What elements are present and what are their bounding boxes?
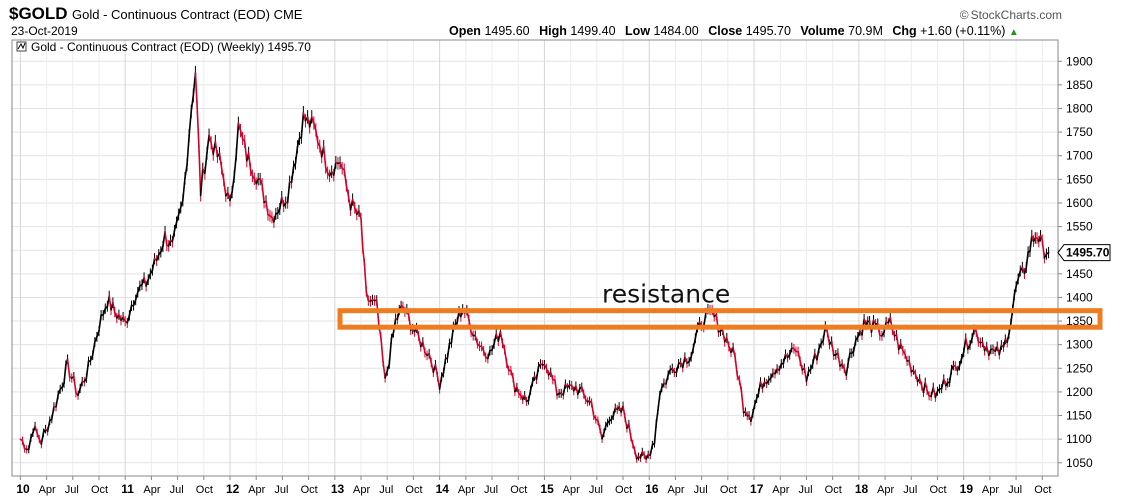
- x-tick-label: Apr: [353, 484, 370, 496]
- y-tick-label: 1450: [1066, 267, 1093, 281]
- y-tick-label: 1350: [1066, 314, 1093, 328]
- x-tick-label: Oct: [1034, 484, 1051, 496]
- x-tick-label: 16: [645, 482, 659, 496]
- x-tick-label: Oct: [301, 484, 318, 496]
- x-tick-label: Oct: [825, 484, 842, 496]
- x-tick-label: Jul: [65, 484, 79, 496]
- x-tick-label: Jul: [379, 484, 393, 496]
- copyright-icon: ©: [959, 8, 969, 22]
- instrument-description: Gold - Continuous Contract (EOD) CME: [72, 7, 303, 22]
- legend-swatch: [16, 41, 27, 52]
- x-tick-label: Oct: [929, 484, 946, 496]
- x-tick-label: Jul: [484, 484, 498, 496]
- x-tick-label: Jul: [798, 484, 812, 496]
- y-tick-label: 1150: [1066, 409, 1092, 423]
- x-tick-label: 13: [331, 482, 345, 496]
- volume-value: 70.9M: [848, 24, 883, 38]
- high-value: 1499.40: [570, 24, 616, 38]
- price-series: [19, 65, 1050, 464]
- x-tick-label: Oct: [405, 484, 422, 496]
- x-tick-label: Apr: [772, 484, 789, 496]
- legend: Gold - Continuous Contract (EOD) (Weekly…: [16, 40, 311, 54]
- brand-name: StockCharts.com: [970, 8, 1062, 22]
- ticker-symbol: $GOLD: [9, 4, 68, 23]
- y-tick-label: 1900: [1066, 54, 1093, 68]
- last-price-box: [1057, 244, 1111, 262]
- y-tick-label: 1550: [1066, 220, 1093, 234]
- low-value: 1484.00: [653, 24, 699, 38]
- x-tick-label: Apr: [563, 484, 580, 496]
- x-tick-label: Apr: [877, 484, 894, 496]
- chg-label: Chg: [892, 24, 917, 38]
- y-tick-label: 1600: [1066, 196, 1093, 210]
- resistance-annotation: resistance: [602, 280, 730, 309]
- x-tick-label: Oct: [510, 484, 527, 496]
- chg-value: +1.60 (+0.11%): [920, 24, 1006, 38]
- x-tick-label: Jul: [589, 484, 603, 496]
- x-tick-label: Jul: [694, 484, 708, 496]
- volume-label: Volume: [800, 24, 845, 38]
- x-tick-label: Oct: [615, 484, 632, 496]
- x-tick-label: Apr: [982, 484, 999, 496]
- chg-up-arrow-icon: ▲: [1008, 27, 1019, 38]
- y-tick-label: 1400: [1066, 290, 1093, 304]
- x-tick-label: 17: [750, 482, 764, 496]
- price-segment: [196, 106, 200, 148]
- quote-summary: Open 1495.60 High 1499.40 Low 1484.00 Cl…: [449, 24, 1019, 38]
- x-tick-label: Jul: [274, 484, 288, 496]
- y-tick-label: 1750: [1066, 125, 1093, 139]
- last-price-label: 1495.70: [1066, 246, 1110, 260]
- x-tick-label: Apr: [143, 484, 160, 496]
- open-value: 1495.60: [484, 24, 530, 38]
- x-axis: 10 Apr Jul Oct 11 Apr Jul Oct 12 Apr Jul Oct 13 Apr Ju…: [16, 476, 1051, 496]
- y-tick-label: 1250: [1066, 361, 1093, 375]
- resistance-band: [337, 308, 1103, 330]
- y-tick-label: 1800: [1066, 101, 1093, 115]
- last-price-marker: 1495.70: [1057, 244, 1111, 262]
- x-tick-label: 19: [960, 482, 974, 496]
- y-tick-label: 1300: [1066, 338, 1093, 352]
- y-tick-label: 1650: [1066, 172, 1093, 186]
- plot-frame: [11, 39, 1059, 477]
- chart-grid: [12, 40, 1058, 476]
- x-tick-label: Apr: [667, 484, 684, 496]
- y-tick-label: 1100: [1066, 432, 1092, 446]
- x-tick-label: Jul: [170, 484, 184, 496]
- x-tick-label: 10: [16, 482, 30, 496]
- x-tick-label: Apr: [458, 484, 475, 496]
- x-tick-label: Apr: [248, 484, 265, 496]
- legend-line-icon: [17, 42, 26, 50]
- x-tick-label: Jul: [1008, 484, 1022, 496]
- chart-header: $GOLD Gold - Continuous Contract (EOD) C…: [0, 0, 1132, 40]
- legend-label: Gold - Continuous Contract (EOD) (Weekly…: [31, 40, 311, 54]
- open-label: Open: [449, 24, 481, 38]
- y-tick-label: 1050: [1066, 456, 1093, 470]
- close-label: Close: [708, 24, 743, 38]
- low-label: Low: [625, 24, 651, 38]
- x-tick-label: 14: [436, 482, 450, 496]
- x-tick-label: 12: [226, 482, 240, 496]
- x-tick-label: Oct: [196, 484, 213, 496]
- x-tick-label: 18: [855, 482, 869, 496]
- price-segment: [198, 145, 202, 197]
- brand-watermark[interactable]: © StockCharts.com: [960, 8, 1062, 22]
- x-tick-label: Oct: [720, 484, 737, 496]
- y-axis: 1050110011501200125013001350140014501500…: [1058, 54, 1093, 470]
- high-label: High: [539, 24, 567, 38]
- x-tick-label: 11: [121, 482, 134, 496]
- chart-date: 23-Oct-2019: [11, 24, 78, 38]
- y-tick-label: 1200: [1066, 385, 1093, 399]
- y-tick-label: 1700: [1066, 149, 1093, 163]
- x-tick-label: Apr: [39, 484, 56, 496]
- x-tick-label: 15: [540, 482, 554, 496]
- y-tick-label: 1850: [1066, 78, 1093, 92]
- x-tick-label: Jul: [903, 484, 917, 496]
- close-value: 1495.70: [745, 24, 791, 38]
- x-tick-label: Oct: [91, 484, 108, 496]
